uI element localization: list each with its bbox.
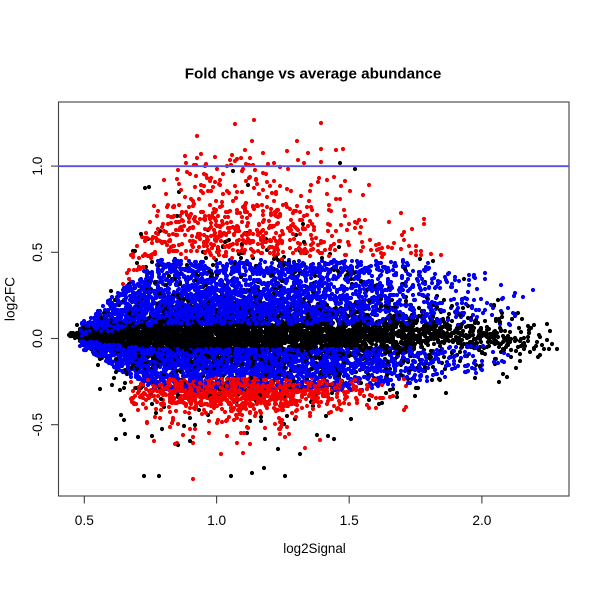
- svg-text:0.5: 0.5: [30, 242, 45, 261]
- svg-text:0.0: 0.0: [30, 329, 45, 348]
- svg-text:1.0: 1.0: [207, 513, 226, 528]
- svg-text:2.0: 2.0: [472, 513, 491, 528]
- svg-text:log2FC: log2FC: [3, 277, 18, 321]
- svg-text:log2Signal: log2Signal: [283, 541, 346, 556]
- svg-text:Fold change vs average abundan: Fold change vs average abundance: [185, 66, 442, 83]
- svg-text:1.5: 1.5: [340, 513, 359, 528]
- svg-text:0.5: 0.5: [75, 513, 94, 528]
- svg-text:1.0: 1.0: [30, 156, 45, 175]
- svg-text:-0.5: -0.5: [30, 413, 45, 437]
